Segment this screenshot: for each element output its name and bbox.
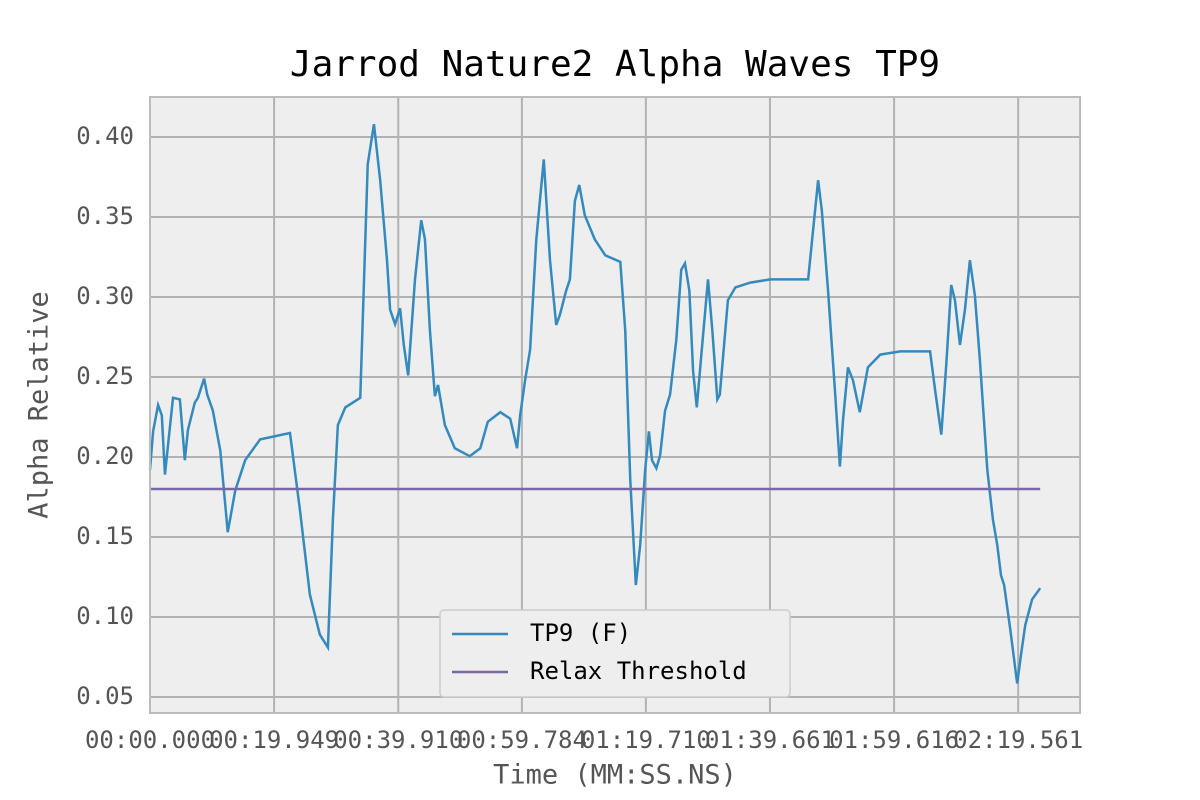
lines [148, 124, 1042, 684]
series-line [148, 124, 1042, 684]
ticks: 0.05 0.10 0.15 0.20 0.25 0.30 0.35 0.40 00:00.00… [76, 122, 1083, 754]
y-tick-label: 0.35 [76, 202, 134, 230]
legend-label: TP9 (F) [530, 619, 631, 647]
x-tick-label: 01:59.616 [829, 726, 959, 754]
y-tick-label: 0.05 [76, 682, 134, 710]
x-tick-label: 01:39.661 [705, 726, 835, 754]
y-tick-label: 0.15 [76, 522, 134, 550]
y-axis-label: Alpha Relative [24, 291, 55, 519]
x-axis-label: Time (MM:SS.NS) [493, 760, 737, 791]
y-tick-label: 0.10 [76, 602, 134, 630]
plot-frame [149, 96, 1081, 714]
y-tick-label: 0.40 [76, 122, 134, 150]
x-tick-label: 00:19.949 [209, 726, 339, 754]
x-tick-label: 00:59.784 [457, 726, 587, 754]
legend-label: Relax Threshold [530, 657, 747, 685]
x-tick-label: 00:39.910 [333, 726, 463, 754]
chart-title: Jarrod Nature2 Alpha Waves TP9 [290, 44, 940, 85]
y-tick-label: 0.25 [76, 362, 134, 390]
x-tick-label: 01:19.710 [581, 726, 711, 754]
y-tick-label: 0.30 [76, 282, 134, 310]
x-tick-label: 00:00.000 [85, 726, 215, 754]
x-tick-label: 02:19.561 [953, 726, 1083, 754]
legend: TP9 (F) Relax Threshold [439, 609, 791, 698]
legend-box [439, 609, 791, 698]
y-tick-label: 0.20 [76, 442, 134, 470]
